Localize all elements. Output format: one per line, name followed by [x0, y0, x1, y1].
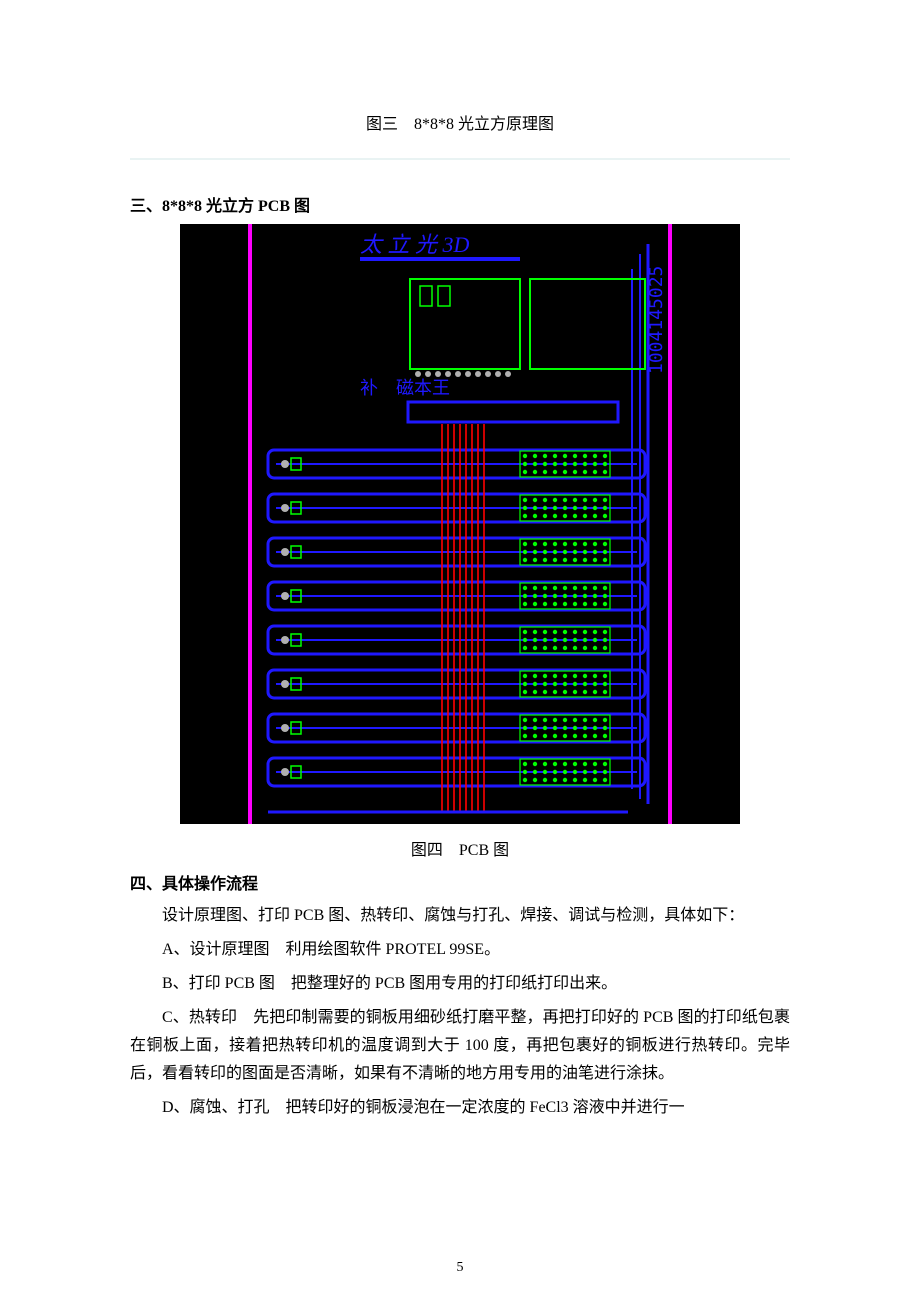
- figure-4-caption: 图四 PCB 图: [130, 836, 790, 860]
- paragraph-a: A、设计原理图 利用绘图软件 PROTEL 99SE。: [130, 936, 790, 964]
- svg-text:太 立 光 3D: 太 立 光 3D: [360, 232, 470, 257]
- section-4-heading: 四、具体操作流程: [130, 870, 790, 894]
- paragraph-b: B、打印 PCB 图 把整理好的 PCB 图用专用的打印纸打印出来。: [130, 970, 790, 998]
- pcb-layout-figure: 太 立 光 3D 1004145025 补 磁本王: [180, 224, 740, 824]
- svg-text:补 磁本王: 补 磁本王: [360, 378, 450, 398]
- body-text: 设计原理图、打印 PCB 图、热转印、腐蚀与打孔、焊接、调试与检测，具体如下： …: [130, 902, 790, 1122]
- paragraph-d: D、腐蚀、打孔 把转印好的铜板浸泡在一定浓度的 FeCl3 溶液中并进行一: [130, 1094, 790, 1122]
- page-number: 5: [0, 1260, 920, 1276]
- divider-line: [130, 158, 790, 160]
- pcb-svg: 太 立 光 3D 1004145025 补 磁本王: [180, 224, 740, 824]
- section-3-heading: 三、8*8*8 光立方 PCB 图: [130, 192, 790, 216]
- paragraph-intro: 设计原理图、打印 PCB 图、热转印、腐蚀与打孔、焊接、调试与检测，具体如下：: [130, 902, 790, 930]
- paragraph-c: C、热转印 先把印制需要的铜板用细砂纸打磨平整，再把打印好的 PCB 图的打印纸…: [130, 1004, 790, 1088]
- figure-3-caption: 图三 8*8*8 光立方原理图: [130, 110, 790, 134]
- document-page: 图三 8*8*8 光立方原理图 三、8*8*8 光立方 PCB 图 太 立 光 …: [0, 0, 920, 1302]
